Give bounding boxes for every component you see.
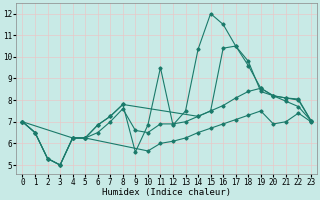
X-axis label: Humidex (Indice chaleur): Humidex (Indice chaleur) xyxy=(102,188,231,197)
